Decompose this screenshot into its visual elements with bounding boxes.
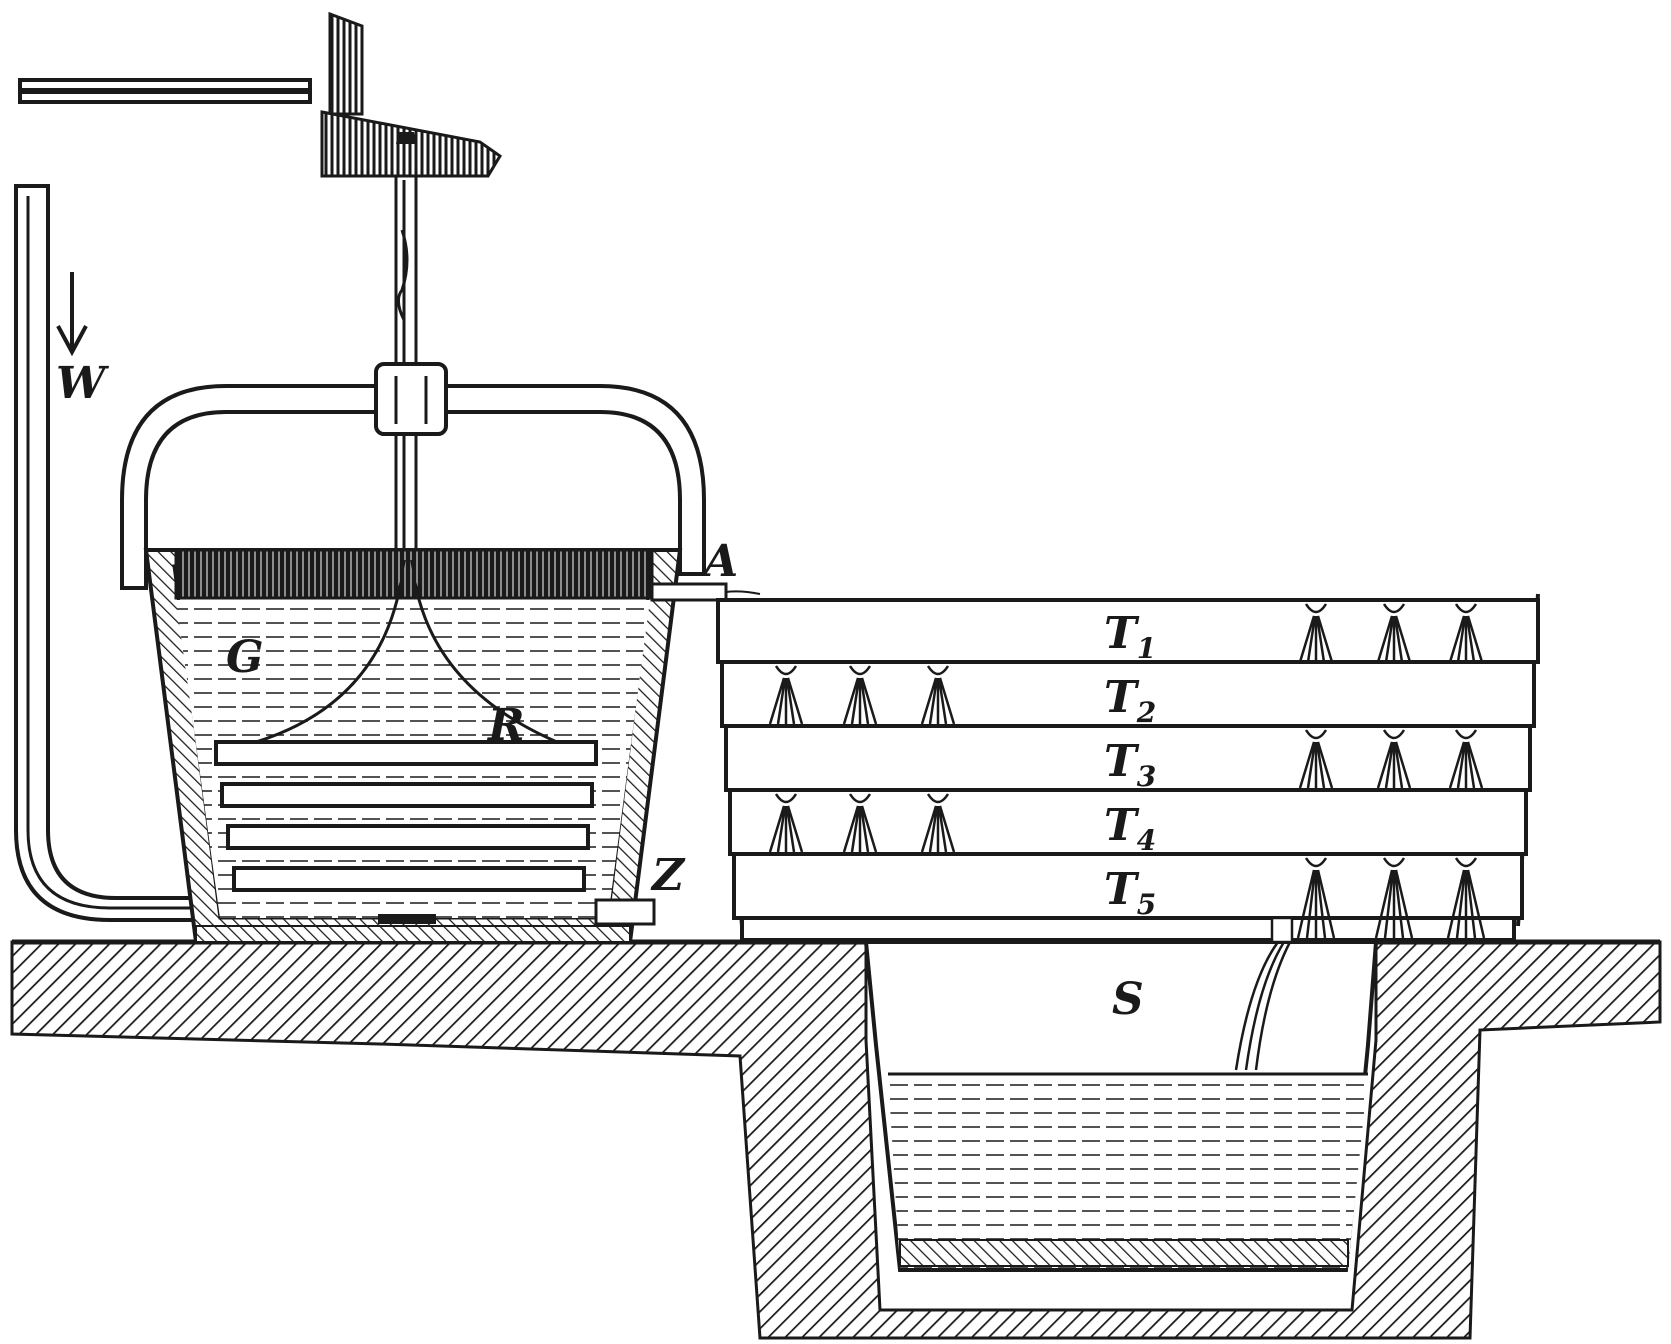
label-w: W — [56, 358, 110, 409]
label-g: G — [226, 632, 264, 683]
label-a: A — [700, 536, 738, 587]
spray-nozzles — [768, 603, 1486, 939]
label-s: S — [1112, 974, 1144, 1025]
label-tray-2: T2 — [1104, 672, 1156, 729]
sump-pit — [863, 940, 1379, 1272]
ground — [10, 939, 1662, 1340]
labels: W A G R Z S T1 T2 T3 T4 T5 — [56, 358, 1156, 1025]
vat — [143, 548, 683, 944]
outlet-pipe — [650, 582, 761, 602]
label-tray-4: T4 — [1104, 800, 1156, 857]
label-z: Z — [650, 850, 686, 901]
drive-mechanism — [18, 11, 503, 898]
vat-frame — [120, 362, 706, 590]
label-tray-3: T3 — [1104, 736, 1156, 793]
tray-stack — [716, 593, 1540, 1071]
label-r: R — [486, 700, 525, 751]
outflow-stream — [1234, 916, 1294, 1071]
label-tray-1: T1 — [1104, 608, 1156, 665]
label-tray-5: T5 — [1104, 864, 1156, 921]
